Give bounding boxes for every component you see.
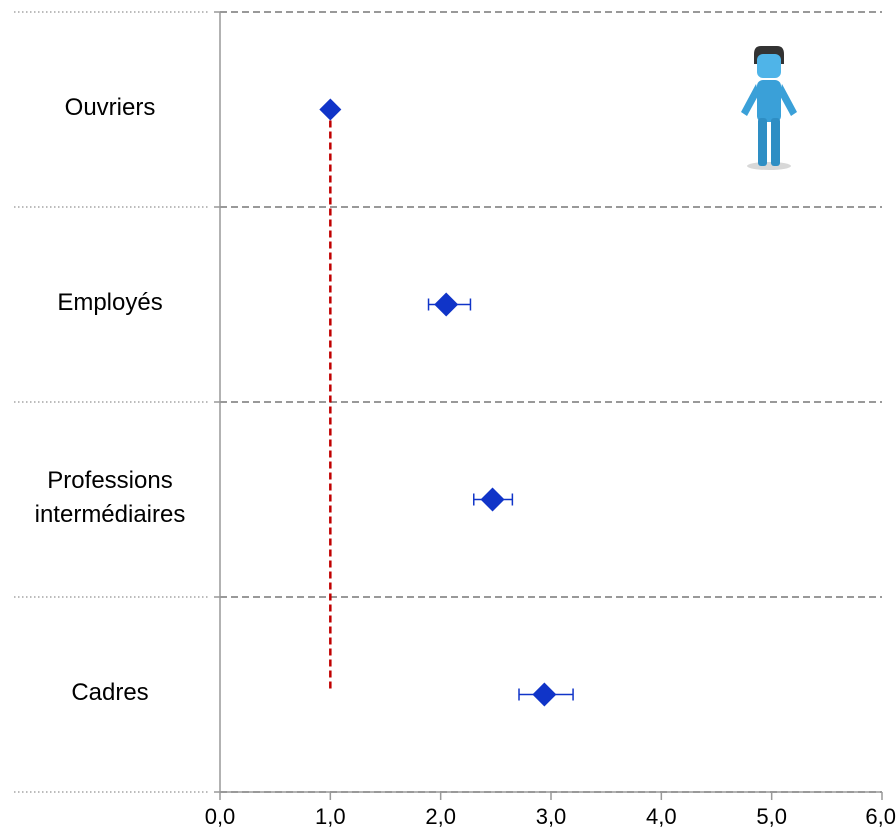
category-label-line: Employés — [57, 288, 163, 316]
x-tick-label: 3,0 — [536, 804, 567, 829]
x-tick-label: 5,0 — [756, 804, 787, 829]
point-marker — [319, 98, 342, 121]
point-marker — [480, 487, 505, 512]
category-label-line: Cadres — [71, 678, 149, 706]
x-tick-label: 6,0 — [865, 804, 896, 829]
category-label: Employés — [0, 286, 220, 320]
x-tick-label: 2,0 — [425, 804, 456, 829]
person-icon — [741, 46, 797, 170]
category-label-line: Professions — [47, 466, 173, 494]
category-label: Cadres — [0, 676, 220, 710]
category-label: Ouvriers — [0, 91, 220, 125]
category-label-line: Ouvriers — [64, 93, 156, 121]
data-points — [319, 98, 574, 707]
point-marker — [532, 682, 557, 707]
category-label-line: intermédiaires — [34, 500, 186, 528]
x-tick-label: 4,0 — [646, 804, 677, 829]
category-label: Professions intermédiaires — [0, 464, 220, 532]
x-ticks: 0,0 1,0 2,0 3,0 4,0 5,0 6,0 — [205, 792, 896, 829]
x-tick-label: 0,0 — [205, 804, 236, 829]
point-marker — [434, 292, 459, 317]
x-tick-label: 1,0 — [315, 804, 346, 829]
